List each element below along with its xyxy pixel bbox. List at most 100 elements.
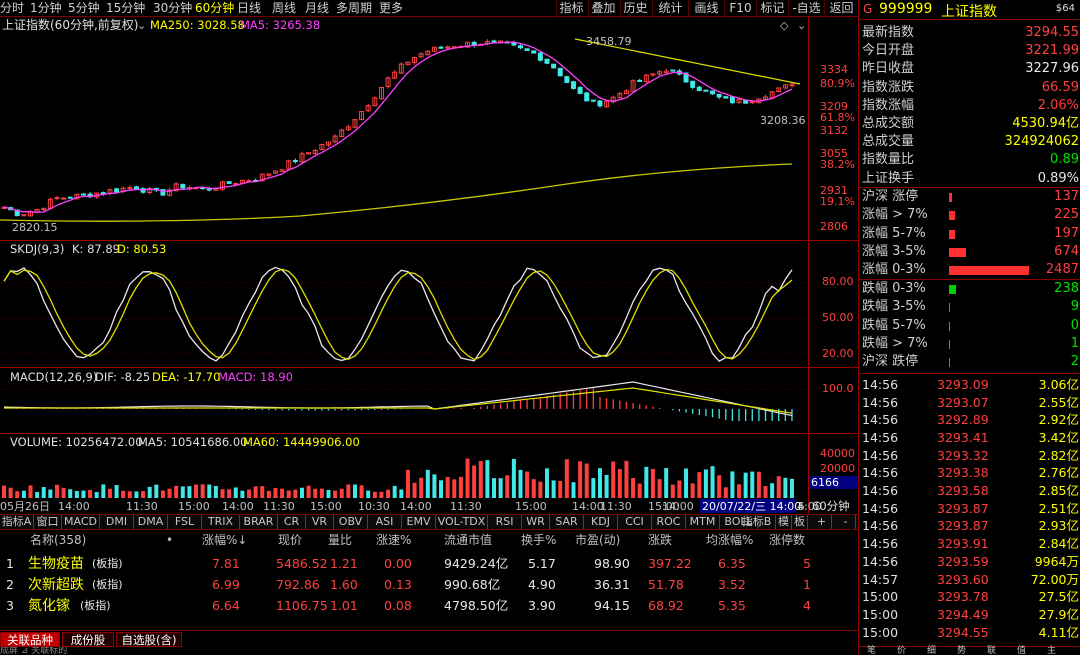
breadth-label: 沪深 跌停 (862, 354, 919, 370)
toolbar-7[interactable]: -自选 (788, 0, 824, 17)
tick-volume: 3.42亿 (1038, 429, 1079, 445)
period-3[interactable]: 15分钟 (106, 1, 146, 15)
chevron-down-icon: ⌄ (797, 19, 806, 32)
indicator-right-4[interactable]: - (836, 515, 856, 529)
indicator-tab-16[interactable]: SAR (550, 515, 584, 529)
table-row[interactable]: 3 氮化镓 (板指) 6.64 1106.75 1.01 0.08 4798.50亿 3.90 9… (0, 595, 858, 617)
stock-name[interactable]: 上证指数 (941, 4, 997, 20)
indicator-tab-1[interactable]: 窗口 (34, 515, 62, 529)
period-8[interactable]: 月线 (305, 1, 330, 15)
indicator-tab-12[interactable]: EMV (402, 515, 436, 529)
candle-body (21, 214, 27, 217)
period-10[interactable]: 更多 (379, 1, 404, 15)
indicator-tab-14[interactable]: RSI (488, 515, 522, 529)
period-4[interactable]: 30分钟 (153, 1, 193, 15)
indicator-right-1[interactable]: 模 (776, 515, 792, 529)
table-header-5[interactable]: 涨速% (376, 533, 412, 547)
stock-code[interactable]: 999999 (879, 1, 933, 17)
table-header-9[interactable]: 涨跌 (648, 533, 673, 547)
table-row[interactable]: 1 生物疫苗 (板指) 7.81 5486.52 1.21 0.00 9429.24亿 5.17… (0, 553, 858, 575)
period-7[interactable]: 周线 (272, 1, 297, 15)
period-6[interactable]: 日线 (237, 1, 262, 15)
table-header-6[interactable]: 流通市值 (444, 533, 493, 547)
indicator-tab-15[interactable]: WR (522, 515, 550, 529)
table-header-10[interactable]: 均涨幅% (706, 533, 754, 547)
toolbar-6[interactable]: 标记 (756, 0, 788, 17)
indicator-right-3[interactable]: + (812, 515, 832, 529)
indicator-tab-9[interactable]: VR (306, 515, 334, 529)
tick-row: 14:57 3293.60 72.00万 (859, 571, 1080, 589)
row-limit-up: 5 (803, 556, 811, 571)
indicator-tab-7[interactable]: BRAR (240, 515, 278, 529)
indicator-tab-20[interactable]: MTM (686, 515, 720, 529)
breadth-label: 跌幅 3-5% (862, 299, 926, 315)
indicator-tab-19[interactable]: ROC (652, 515, 686, 529)
time-axis-label: 05月26日 (0, 500, 50, 513)
right-tab-2[interactable]: 细 (927, 646, 937, 655)
macd-label: MACD(12,26,9) (10, 370, 97, 384)
toolbar-2[interactable]: 历史 (620, 0, 650, 17)
right-tab-1[interactable]: 价 (897, 646, 907, 655)
table-header-0[interactable]: 名称(358) (30, 533, 87, 547)
indicator-tab-17[interactable]: KDJ (584, 515, 618, 529)
right-tab-6[interactable]: 主 (1047, 646, 1057, 655)
indicator-tab-0[interactable]: 指标A (0, 515, 34, 529)
right-tab-3[interactable]: 势 (957, 646, 967, 655)
row-volume-ratio: 1.01 (330, 598, 358, 613)
indicator-tab-10[interactable]: OBV (334, 515, 368, 529)
indicator-tab-18[interactable]: CCI (618, 515, 652, 529)
indicator-tab-4[interactable]: DMA (134, 515, 168, 529)
volume-bar (492, 478, 497, 498)
period-9[interactable]: 多周期 (336, 1, 373, 15)
table-header-3[interactable]: 现价 (278, 533, 303, 547)
quote-row: 指数量比 0.89 (859, 151, 1080, 169)
table-header-2[interactable]: 涨幅%↓ (202, 533, 248, 547)
table-header-11[interactable]: 涨停数 (769, 533, 806, 547)
tick-price: 3292.89 (937, 412, 989, 428)
indicator-tab-3[interactable]: DMI (100, 515, 134, 529)
volume-bar (472, 465, 477, 498)
indicator-tab-11[interactable]: ASI (368, 515, 402, 529)
toolbar-8[interactable]: 返回 (824, 0, 858, 17)
volume-bar (637, 483, 642, 498)
toolbar-1[interactable]: 叠加 (588, 0, 618, 17)
volume-bar (644, 466, 649, 498)
toolbar-0[interactable]: 指标 (556, 0, 586, 17)
bottom-tab-0[interactable]: 关联品种 (0, 632, 60, 647)
volume-bar (591, 478, 596, 498)
indicator-right-2[interactable]: 板 (792, 515, 808, 529)
indicator-tab-6[interactable]: TRIX (202, 515, 240, 529)
table-header-7[interactable]: 换手% (521, 533, 557, 547)
tick-volume: 2.93亿 (1038, 518, 1079, 534)
bottom-tab-1[interactable]: 成份股 (62, 632, 114, 647)
table-header-4[interactable]: 量比 (328, 533, 353, 547)
period-1[interactable]: 1分钟 (30, 1, 62, 15)
table-row[interactable]: 2 次新超跌 (板指) 6.99 792.86 1.60 0.13 990.68亿 4.90 36… (0, 574, 858, 596)
volume-bar (790, 478, 794, 498)
row-price: 1106.75 (276, 598, 328, 613)
chart-area[interactable]: 上证指数(60分钟,前复权) MA250: 3028.58 MA5: 3265.… (0, 17, 858, 514)
indicator-tab-13[interactable]: VOL-TDX (436, 515, 488, 529)
right-tab-0[interactable]: 笔 (867, 646, 877, 655)
bottom-tab-2[interactable]: 自选股(含) (116, 632, 182, 647)
indicator-tab-5[interactable]: FSL (168, 515, 202, 529)
indicator-tab-21[interactable]: BOLL (720, 515, 758, 529)
period-0[interactable]: 分时 (0, 1, 25, 15)
indicator-tab-8[interactable]: CR (278, 515, 306, 529)
period-2[interactable]: 5分钟 (68, 1, 100, 15)
right-tab-4[interactable]: 联 (987, 646, 997, 655)
volume-label: VOLUME: 10256472.00 (10, 435, 143, 449)
toolbar-5[interactable]: F10 (724, 0, 756, 17)
toolbar-4[interactable]: 画线 (688, 0, 724, 17)
toolbar-3[interactable]: 统计 (652, 0, 688, 17)
table-header-8[interactable]: 市盈(动) (575, 533, 621, 547)
right-tab-5[interactable]: 值 (1017, 646, 1027, 655)
volume-bar (677, 480, 682, 498)
volume-bar (425, 469, 430, 498)
table-header-1[interactable]: • (166, 533, 174, 547)
indicator-right-0[interactable]: 指标B (738, 515, 776, 529)
period-5[interactable]: 60分钟 (195, 1, 235, 15)
volume-bar (141, 491, 146, 498)
tick-row: 14:56 3293.59 9964万 (859, 553, 1080, 571)
indicator-tab-2[interactable]: MACD (62, 515, 100, 529)
